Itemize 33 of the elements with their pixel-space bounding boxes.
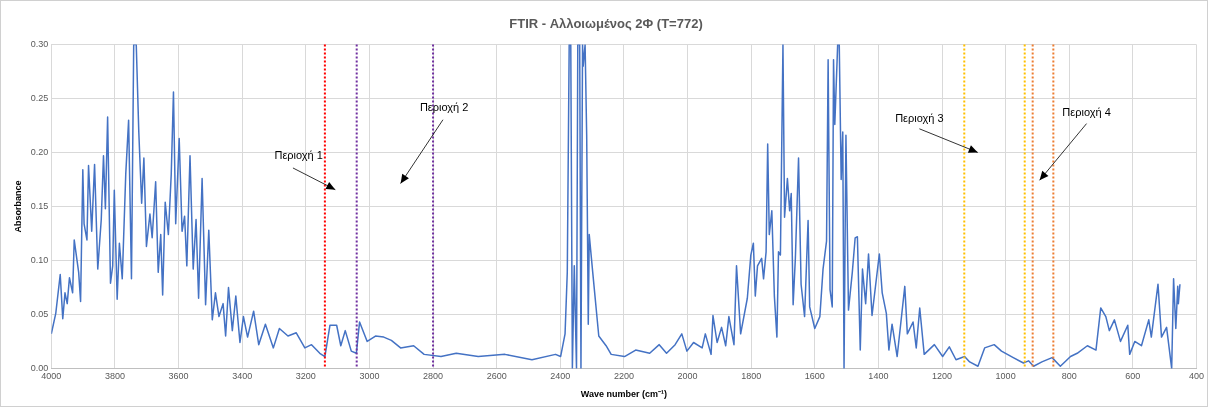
y-tick-label: 0.05 bbox=[30, 308, 49, 319]
x-tick-label: 2000 bbox=[677, 371, 698, 382]
x-tick-label: 1800 bbox=[741, 371, 762, 382]
y-tick-label: 0.00 bbox=[30, 362, 49, 373]
x-tick-label: 400 bbox=[1188, 371, 1205, 382]
x-tick-label: 1200 bbox=[931, 371, 953, 382]
x-tick-label: 3600 bbox=[168, 371, 189, 382]
y-tick-label: 0.25 bbox=[30, 93, 49, 104]
x-tick-label: 800 bbox=[1061, 371, 1077, 382]
x-tick-label: 1400 bbox=[868, 371, 889, 382]
x-tick-label: 4000 bbox=[41, 371, 62, 382]
chart-title: FTIR - Αλλοιωμένος 2Φ (T=772) bbox=[509, 16, 703, 32]
x-tick-label: 3800 bbox=[104, 371, 125, 382]
x-axis-title: Wave number (cm⁻¹) bbox=[580, 389, 667, 400]
annotation: Περιοχή 3 bbox=[895, 111, 944, 124]
x-tick-label: 2800 bbox=[423, 371, 444, 382]
y-tick-label: 0.20 bbox=[30, 147, 49, 158]
x-tick-label: 2600 bbox=[486, 371, 507, 382]
x-tick-label: 2400 bbox=[550, 371, 571, 382]
y-tick-label: 0.30 bbox=[30, 39, 49, 50]
y-tick-label: 0.15 bbox=[30, 200, 49, 211]
annotation: Περιοχή 4 bbox=[1062, 105, 1111, 118]
y-tick-label: 0.10 bbox=[30, 254, 49, 265]
x-tick-label: 1600 bbox=[804, 371, 825, 382]
y-axis-title: Absorbance bbox=[12, 180, 23, 233]
annotation: Περιοχή 2 bbox=[419, 101, 469, 114]
x-tick-label: 2200 bbox=[613, 371, 634, 382]
x-tick-label: 600 bbox=[1125, 371, 1141, 382]
annotation: Περιοχή 1 bbox=[274, 148, 323, 161]
x-tick-label: 3000 bbox=[359, 371, 380, 382]
x-tick-label: 1000 bbox=[995, 371, 1016, 382]
x-tick-label: 3200 bbox=[295, 371, 316, 382]
x-tick-label: 3400 bbox=[232, 371, 253, 382]
